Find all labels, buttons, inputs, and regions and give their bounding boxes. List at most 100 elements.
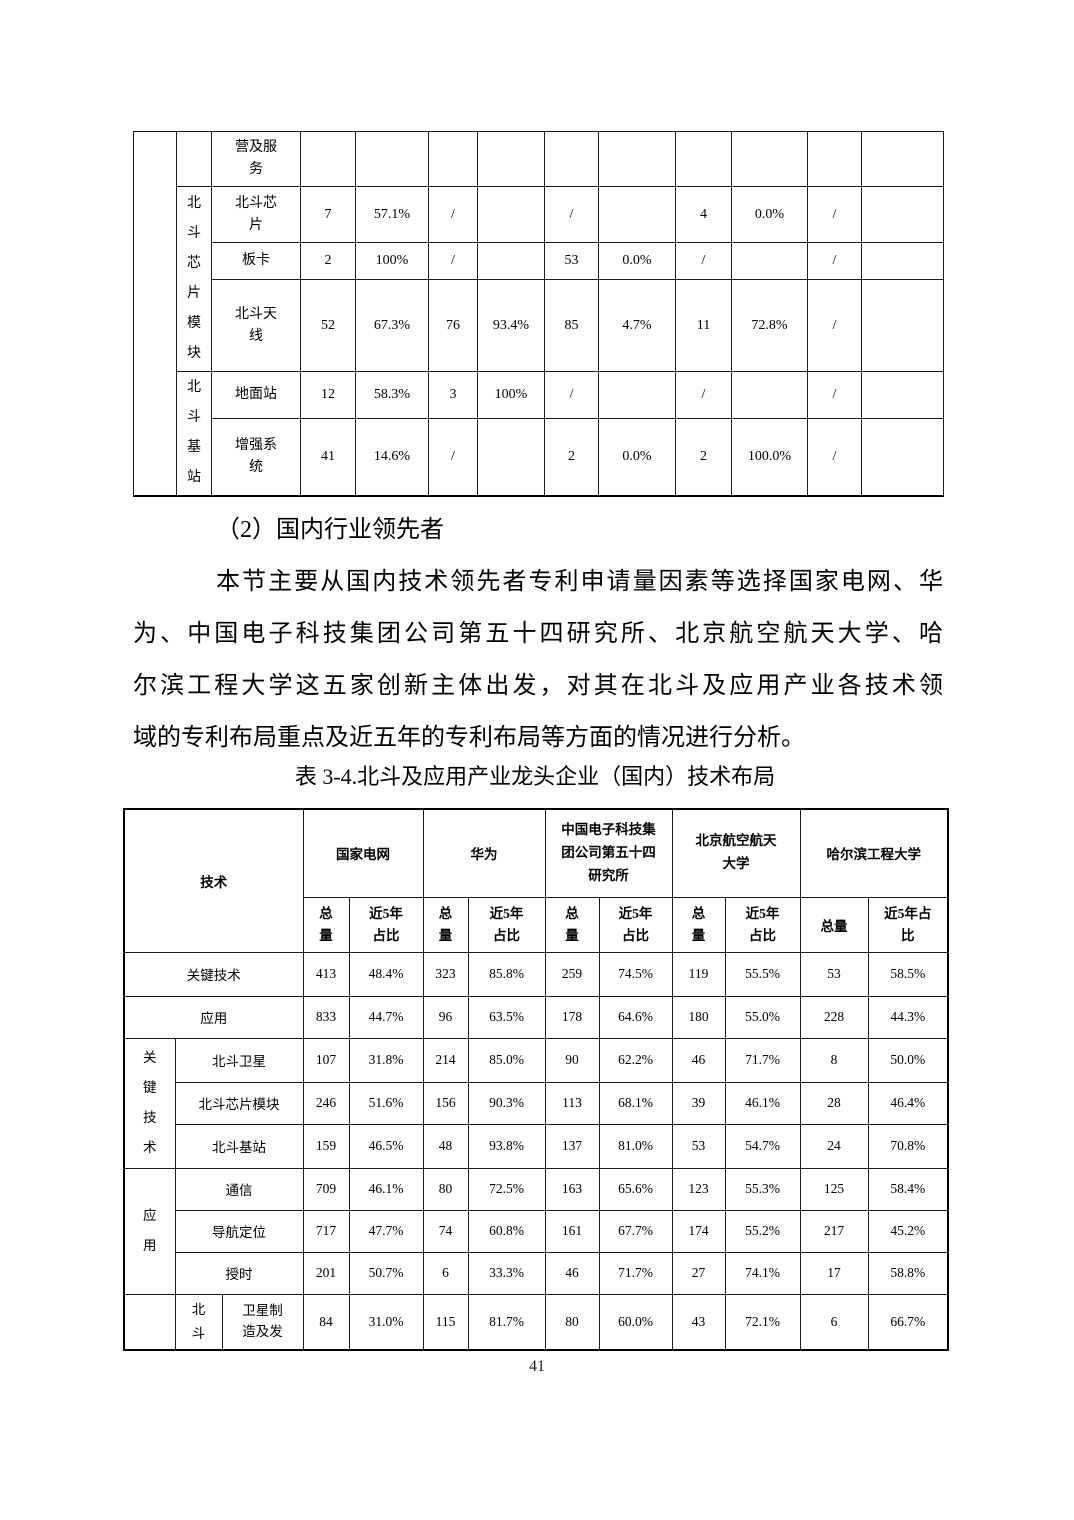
- table-cell: 31.0%: [348, 1293, 424, 1351]
- table-cell: 123: [671, 1167, 726, 1211]
- subheader-ratio: 近5年占比: [724, 896, 801, 953]
- table-cell: [477, 242, 545, 280]
- subheader-ratio: 近5年占比: [348, 896, 424, 953]
- table-cell: 0.0%: [731, 186, 808, 243]
- table-cell: 50.0%: [867, 1037, 949, 1083]
- table-cell: 90: [544, 1037, 600, 1083]
- table-cell: 81.0%: [598, 1123, 673, 1169]
- table-cell: [731, 371, 808, 419]
- table-cell: /: [544, 371, 599, 419]
- table-cell: /: [807, 418, 862, 496]
- table-cell: 46: [544, 1251, 600, 1295]
- table-cell: 48.4%: [348, 951, 424, 997]
- table-cell: 72.1%: [724, 1293, 801, 1351]
- table-cell: 228: [799, 995, 869, 1039]
- subheader-total: 总量: [671, 896, 726, 953]
- subheader-total: 总量: [799, 896, 869, 953]
- row-label: 北斗基站: [174, 1123, 304, 1169]
- subheader-total: 总量: [544, 896, 600, 953]
- table-cell: 39: [671, 1081, 726, 1125]
- body-paragraph: 本节主要从国内技术领先者专利申请量因素等选择国家电网、华 为、中国电子科技集团公…: [133, 556, 943, 764]
- table-cell: 28: [799, 1081, 869, 1125]
- row-label: 通信: [174, 1167, 304, 1211]
- table-cell: [598, 131, 676, 187]
- table-cell: [861, 131, 944, 187]
- table-cell: [477, 131, 545, 187]
- table-cell: [598, 371, 676, 419]
- table-cell: 2: [675, 418, 732, 496]
- table-cell: 46.1%: [348, 1167, 424, 1211]
- row-label: 卫星制造及发: [221, 1293, 304, 1351]
- table-cell: 58.4%: [867, 1167, 949, 1211]
- group-label: 应用: [123, 1167, 176, 1295]
- table-cell: 80: [422, 1167, 469, 1211]
- table-cell: 100%: [477, 371, 545, 419]
- table-cell: [428, 131, 478, 187]
- table-cell: [861, 279, 944, 372]
- table-cell: 413: [302, 951, 350, 997]
- table-cell: 55.0%: [724, 995, 801, 1039]
- org-header: 北京航空航天大学: [671, 808, 801, 898]
- table-cell: 201: [302, 1251, 350, 1295]
- row-label: 地面站: [211, 371, 301, 419]
- table-cell: [731, 131, 808, 187]
- table-cell: 8: [799, 1037, 869, 1083]
- table-cell: 161: [544, 1209, 600, 1253]
- table-cell: 246: [302, 1081, 350, 1125]
- table-cell: 45.2%: [867, 1209, 949, 1253]
- row-label: 关键技术: [123, 951, 304, 997]
- table-cell: 58.8%: [867, 1251, 949, 1295]
- table-cell: 4: [675, 186, 732, 243]
- table-cell: /: [807, 279, 862, 372]
- table-cell: 259: [544, 951, 600, 997]
- table-cell: 4.7%: [598, 279, 676, 372]
- table-cell: 41: [300, 418, 356, 496]
- table-cell: 66.7%: [867, 1293, 949, 1351]
- table-cell: [477, 186, 545, 243]
- table-cell: 67.7%: [598, 1209, 673, 1253]
- table-cell: 46: [671, 1037, 726, 1083]
- table-cell: 71.7%: [598, 1251, 673, 1295]
- table-cell: [861, 418, 944, 496]
- org-header: 国家电网: [302, 808, 424, 898]
- table-cell: 68.1%: [598, 1081, 673, 1125]
- org-header: 中国电子科技集团公司第五十四研究所: [544, 808, 673, 898]
- table-cell: 44.7%: [348, 995, 424, 1039]
- table-cell: 76: [428, 279, 478, 372]
- row-label: 授时: [174, 1251, 304, 1295]
- table-cell: /: [428, 418, 478, 496]
- table-cell: 47.7%: [348, 1209, 424, 1253]
- row-label: 北斗天线: [211, 279, 301, 372]
- table-cell: [355, 131, 429, 187]
- table-cell: /: [807, 371, 862, 419]
- group-label: 北斗芯片模块: [176, 186, 212, 372]
- table-cell: 46.5%: [348, 1123, 424, 1169]
- table-cell: 67.3%: [355, 279, 429, 372]
- table-cell: 833: [302, 995, 350, 1039]
- table-cell: 48: [422, 1123, 469, 1169]
- corner-cell: 技术: [123, 808, 304, 953]
- group-label: 北斗基站: [176, 371, 212, 496]
- table-cell: 0.0%: [598, 418, 676, 496]
- table-cell: 156: [422, 1081, 469, 1125]
- table-cell: [544, 131, 599, 187]
- table-cell: 51.6%: [348, 1081, 424, 1125]
- table-cell: 58.5%: [867, 951, 949, 997]
- table-cell: 100.0%: [731, 418, 808, 496]
- table-cell: 178: [544, 995, 600, 1039]
- table-cell: 46.4%: [867, 1081, 949, 1125]
- subheader-ratio: 近5年占比: [867, 896, 949, 953]
- table-cell: 64.6%: [598, 995, 673, 1039]
- table-cell: 3: [428, 371, 478, 419]
- table-cell: 63.5%: [467, 995, 546, 1039]
- table-cell: [861, 186, 944, 243]
- table-cell: 90.3%: [467, 1081, 546, 1125]
- table-cell: 74.1%: [724, 1251, 801, 1295]
- table-cell: 74: [422, 1209, 469, 1253]
- table-cell: 11: [675, 279, 732, 372]
- table-cell: /: [544, 186, 599, 243]
- table-cell: 74.5%: [598, 951, 673, 997]
- table-cell: 214: [422, 1037, 469, 1083]
- table-title: 表 3-4.北斗及应用产业龙头企业（国内）技术布局: [294, 764, 776, 789]
